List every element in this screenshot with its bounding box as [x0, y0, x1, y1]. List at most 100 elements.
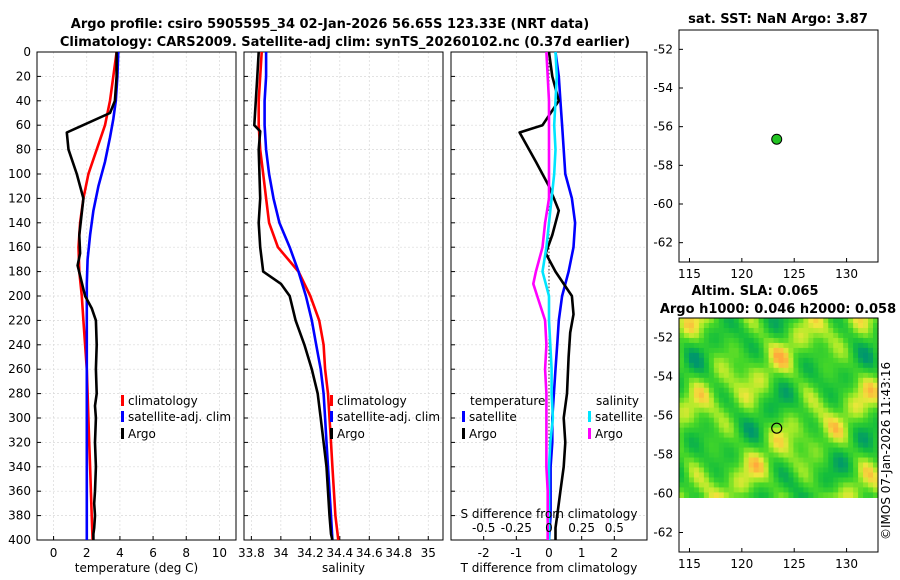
sla-cell: [773, 318, 780, 324]
sla-cell: [753, 417, 760, 424]
sla-cell: [773, 352, 780, 359]
sla-cell: [858, 392, 864, 399]
sla-cell: [838, 477, 844, 484]
sla-cell: [808, 432, 814, 439]
sla-cell: [698, 362, 705, 369]
sla-cell: [679, 402, 685, 409]
sla-cell: [718, 377, 725, 384]
sla-cell: [728, 482, 735, 489]
sla-cell: [838, 347, 844, 354]
sla-cell: [808, 347, 814, 354]
sla-cell: [793, 337, 799, 344]
sla-map-title-line2: Argo h1000: 0.046 h2000: 0.058: [660, 302, 896, 317]
sla-cell: [813, 377, 819, 384]
sla-cell: [743, 427, 750, 434]
sla-cell: [873, 417, 879, 424]
sla-map-panel: 115 120 125 130-52-54-56-58-60-62: [653, 317, 879, 571]
sla-cell: [713, 492, 720, 498]
sla-cell: [848, 377, 854, 384]
sla-cell: [843, 347, 849, 354]
sla-x-tick-label: 115: [678, 557, 701, 571]
sla-cell: [708, 417, 715, 424]
sla-cell: [808, 342, 814, 349]
sla-cell: [863, 457, 869, 464]
sla-cell: [818, 427, 824, 434]
sla-cell: [693, 318, 700, 324]
sla-cell: [723, 387, 730, 394]
sla-cell: [868, 342, 874, 349]
sla-cell: [679, 482, 685, 489]
sla-cell: [728, 467, 735, 474]
s-tick-label: 0.5: [605, 521, 624, 535]
sla-cell: [823, 392, 829, 399]
sla-cell: [868, 352, 874, 359]
sla-cell: [708, 387, 715, 394]
sla-map-title-line1: Altim. SLA: 0.065: [692, 284, 819, 299]
sla-cell: [808, 492, 814, 498]
sla-cell: [813, 318, 819, 324]
sla-cell: [813, 347, 819, 354]
sla-cell: [679, 487, 685, 494]
sla-cell: [748, 467, 755, 474]
sla-cell: [783, 442, 790, 449]
sla-cell: [833, 327, 839, 334]
sla-cell: [778, 367, 785, 374]
sla-cell: [853, 322, 859, 329]
sla-cell: [713, 407, 720, 414]
sla-cell: [763, 422, 770, 429]
sla-cell: [828, 417, 834, 424]
sla-cell: [808, 477, 814, 484]
sla-map-frame: [678, 317, 879, 553]
sla-cell: [823, 457, 829, 464]
sla-cell: [803, 397, 809, 404]
sla-cell: [788, 452, 795, 459]
sla-cell: [788, 442, 795, 449]
sla-cell: [848, 472, 854, 479]
sla-cell: [858, 467, 864, 474]
sla-cell: [713, 372, 720, 379]
sla-cell: [743, 432, 750, 439]
y-tick-label: 200: [8, 289, 31, 303]
sla-cell: [858, 462, 864, 469]
sla-cell: [733, 437, 740, 444]
sla-cell: [748, 442, 755, 449]
sla-cell: [698, 467, 705, 474]
sla-cell: [813, 372, 819, 379]
sla-cell: [763, 402, 770, 409]
temp-legend-argo-label: Argo: [128, 427, 156, 441]
sla-cell: [858, 327, 864, 334]
sla-cell: [788, 437, 795, 444]
diff-t-argo-line: [518, 51, 575, 540]
sla-cell: [728, 387, 735, 394]
sst-y-tick-label: -62: [653, 236, 673, 250]
sla-cell: [703, 412, 710, 419]
sla-cell: [768, 352, 775, 359]
sla-cell: [743, 377, 750, 384]
sla-cell: [723, 377, 730, 384]
sla-cell: [738, 457, 745, 464]
sla-cell: [693, 407, 700, 414]
sla-cell: [798, 447, 804, 454]
sla-cell: [863, 318, 869, 324]
sla-cell: [703, 372, 710, 379]
diff-legend-s-argo-label: Argo: [595, 427, 623, 441]
sla-y-tick-label: -62: [653, 526, 673, 540]
sla-cell: [803, 427, 809, 434]
sla-cell: [803, 492, 809, 498]
sla-cell: [693, 397, 700, 404]
sla-cell: [838, 462, 844, 469]
sla-cell: [823, 397, 829, 404]
sla-cell: [803, 387, 809, 394]
sla-cell: [738, 362, 745, 369]
sla-cell: [838, 382, 844, 389]
sla-cell: [708, 347, 715, 354]
sla-cell: [768, 447, 775, 454]
sla-cell: [698, 472, 705, 479]
sla-cell: [823, 367, 829, 374]
sla-cell: [828, 357, 834, 364]
sla-cell: [793, 347, 799, 354]
sla-cell: [793, 377, 799, 384]
sla-cell: [783, 387, 790, 394]
sla-cell: [743, 392, 750, 399]
sla-cell: [683, 337, 690, 344]
